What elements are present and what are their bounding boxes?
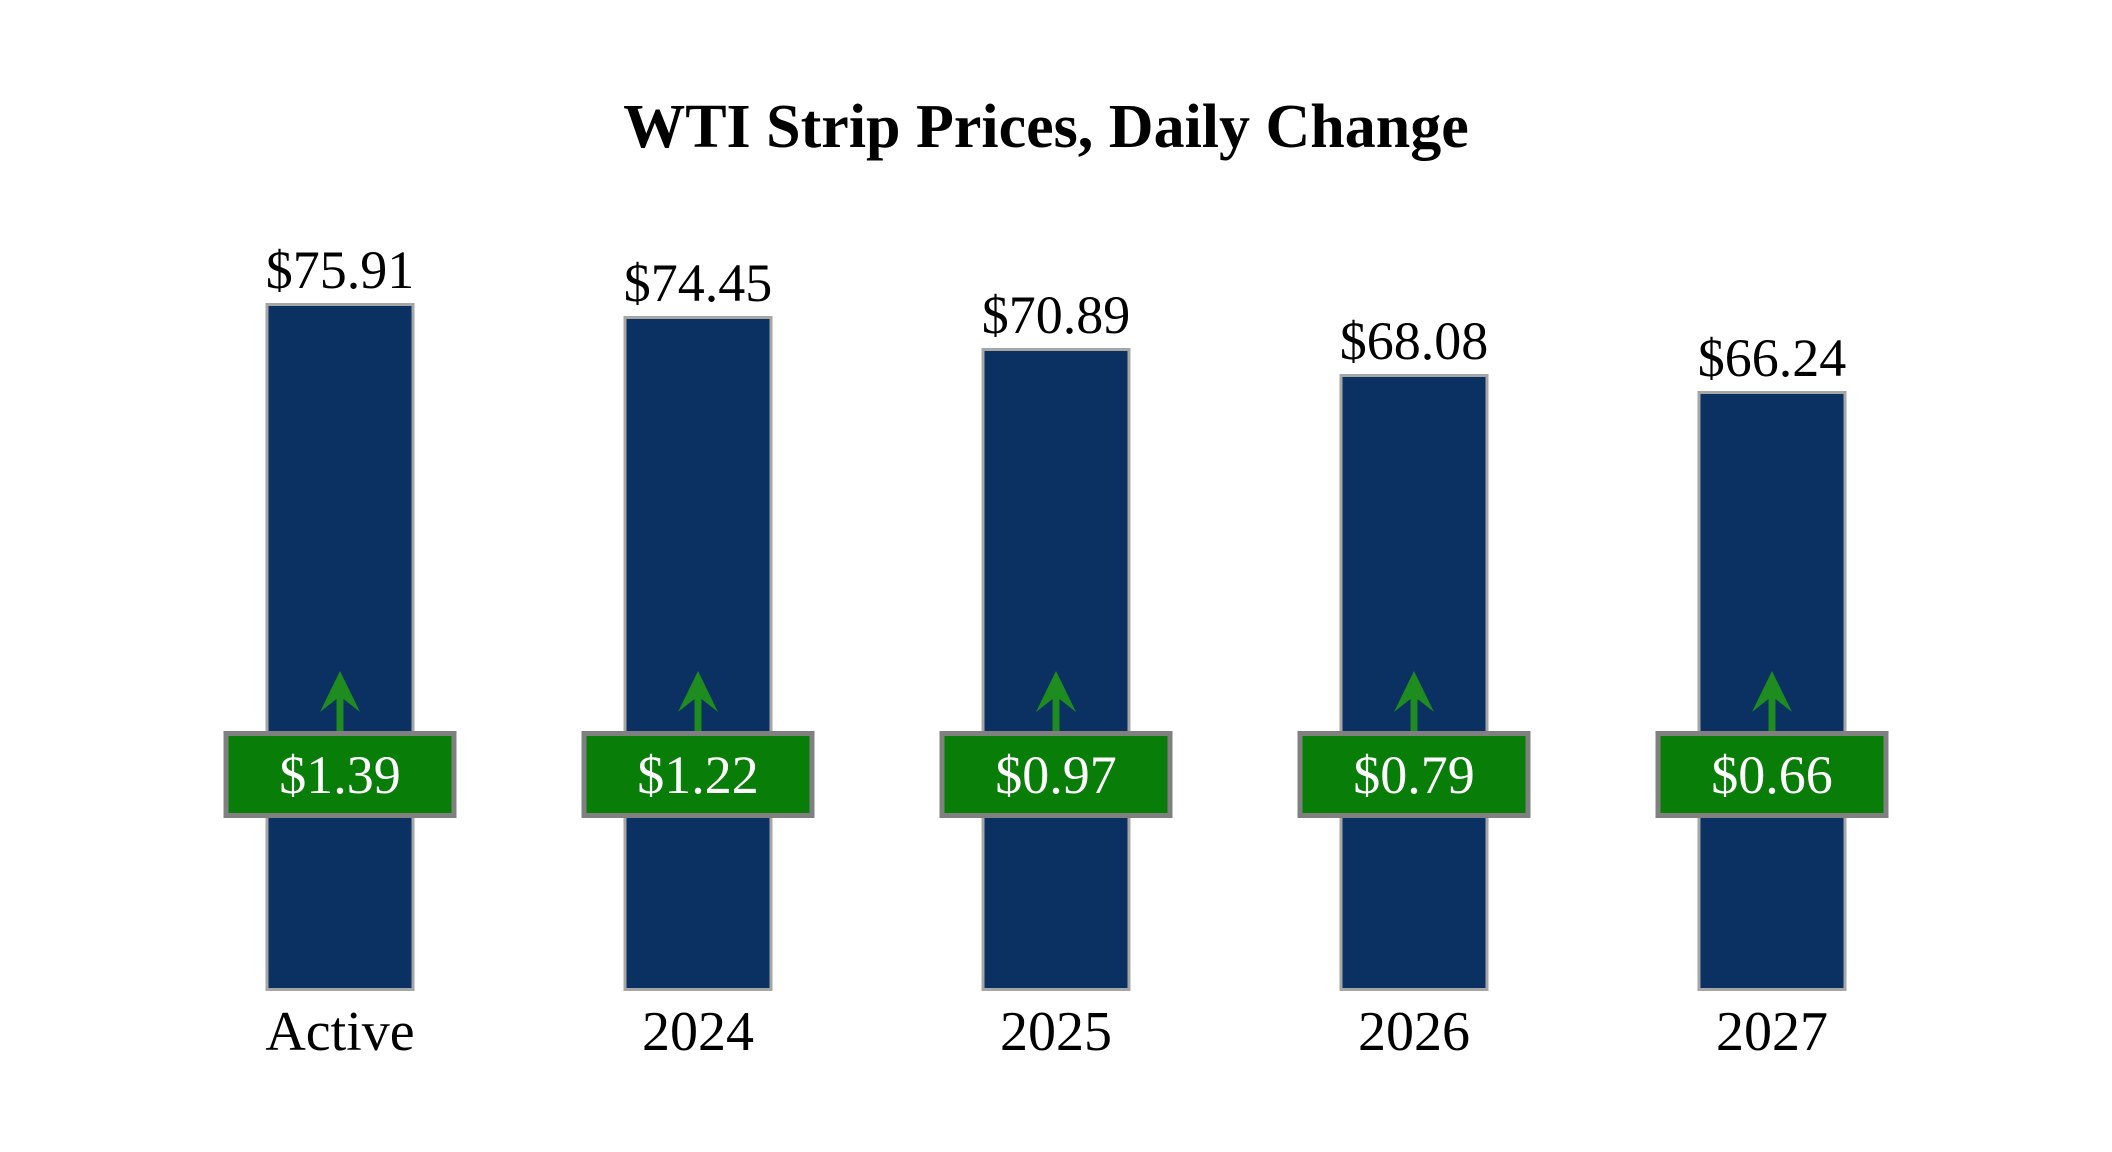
bar-value-label: $68.08	[1339, 310, 1489, 371]
chart-title: WTI Strip Prices, Daily Change	[623, 93, 1469, 161]
up-arrow-icon	[1744, 671, 1800, 731]
up-arrow-icon	[1386, 671, 1442, 731]
daily-change-value: $0.97	[995, 744, 1117, 805]
bar	[981, 348, 1131, 991]
daily-change-value: $1.39	[279, 744, 401, 805]
up-arrow-icon	[312, 671, 368, 731]
bar-columns: $75.91 $1.39 Active $74.45 $1.22 2024 $7…	[161, 0, 1951, 1152]
daily-change-badge: $1.39	[223, 731, 457, 818]
up-arrow-icon	[670, 671, 726, 731]
bar-column: $75.91 $1.39 Active	[161, 0, 519, 1152]
bar-column: $70.89 $0.97 2025	[877, 0, 1235, 1152]
bar-value-label: $74.45	[623, 252, 773, 313]
x-axis-label: 2024	[642, 1001, 754, 1063]
x-axis-label: 2027	[1716, 1001, 1828, 1063]
daily-change-value: $1.22	[637, 744, 759, 805]
bar-column: $68.08 $0.79 2026	[1235, 0, 1593, 1152]
bar	[265, 303, 415, 991]
bar-column: $74.45 $1.22 2024	[519, 0, 877, 1152]
bar-value-label: $66.24	[1697, 327, 1847, 388]
daily-change-value: $0.79	[1353, 744, 1475, 805]
daily-change-value: $0.66	[1711, 744, 1833, 805]
daily-change-badge: $0.79	[1297, 731, 1531, 818]
daily-change-badge: $0.66	[1655, 731, 1889, 818]
x-axis-label: Active	[265, 1001, 415, 1063]
bar	[623, 316, 773, 991]
daily-change-badge: $1.22	[581, 731, 815, 818]
bar-value-label: $75.91	[265, 239, 415, 300]
x-axis-label: 2025	[1000, 1001, 1112, 1063]
bar-value-label: $70.89	[981, 284, 1131, 345]
bar-column: $66.24 $0.66 2027	[1593, 0, 1951, 1152]
up-arrow-icon	[1028, 671, 1084, 731]
daily-change-badge: $0.97	[939, 731, 1173, 818]
x-axis-label: 2026	[1358, 1001, 1470, 1063]
